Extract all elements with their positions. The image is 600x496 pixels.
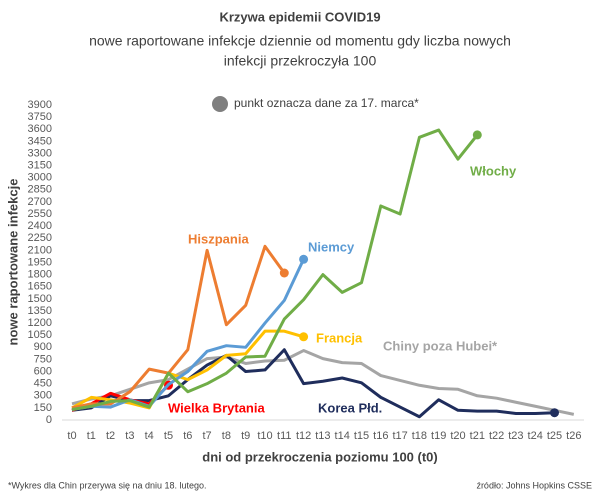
x-tick-label: t9 — [241, 430, 250, 442]
end-marker — [279, 268, 289, 278]
x-tick-label: t15 — [354, 430, 369, 442]
x-tick-label: t4 — [145, 430, 154, 442]
end-marker — [472, 130, 482, 140]
y-tick-label: 1050 — [28, 329, 52, 341]
y-tick-label: 600 — [34, 365, 52, 377]
series-line — [71, 258, 305, 411]
x-tick-label: t14 — [335, 430, 350, 442]
x-tick-label: t21 — [470, 430, 485, 442]
end-marker — [299, 254, 309, 264]
x-tick-label: t10 — [257, 430, 272, 442]
y-tick-label: 750 — [34, 353, 52, 365]
y-tick-label: 300 — [34, 390, 52, 402]
y-tick-label: 900 — [34, 341, 52, 353]
end-marker — [299, 332, 309, 342]
x-tick-label: t11 — [277, 430, 291, 442]
annotation-dot — [212, 96, 228, 112]
y-tick-label: 150 — [34, 402, 52, 414]
y-tick-label: 1950 — [28, 256, 52, 268]
y-tick-label: 1200 — [28, 317, 52, 329]
x-tick-label: t17 — [392, 430, 407, 442]
y-tick-label: 3750 — [28, 111, 52, 123]
y-tick-label: 2550 — [28, 208, 52, 220]
x-tick-label: t0 — [67, 430, 76, 442]
y-tick-label: 1800 — [28, 269, 52, 281]
y-axis-label: nowe raportowane infekcje — [5, 179, 20, 346]
x-tick-label: t24 — [528, 430, 543, 442]
x-tick-label: t22 — [489, 430, 504, 442]
y-tick-label: 3600 — [28, 123, 52, 135]
series-label: Wielka Brytania — [168, 400, 265, 415]
x-tick-label: t16 — [373, 430, 388, 442]
series-label: Niemcy — [308, 239, 355, 254]
chart-subtitle: infekcji przekroczyła 100 — [224, 53, 377, 69]
x-tick-label: t13 — [315, 430, 330, 442]
series-line — [71, 128, 479, 411]
y-tick-label: 2100 — [28, 244, 52, 256]
series-label: Hiszpania — [188, 231, 249, 246]
y-tick-label: 1650 — [28, 281, 52, 293]
x-tick-label: t25 — [547, 430, 562, 442]
y-tick-label: 3300 — [28, 147, 52, 159]
x-tick-label: t26 — [566, 430, 581, 442]
x-tick-label: t23 — [508, 430, 523, 442]
y-tick-label: 3000 — [28, 172, 52, 184]
y-tick-label: 450 — [34, 378, 52, 390]
x-axis-label: dni od przekroczenia poziomu 100 (t0) — [202, 449, 437, 464]
series-label: Korea Płd. — [318, 400, 382, 415]
x-tick-label: t1 — [87, 430, 96, 442]
chart-subtitle: nowe raportowane infekcje dziennie od mo… — [89, 33, 511, 49]
y-tick-label: 3450 — [28, 135, 52, 147]
chart-title: Krzywa epidemii COVID19 — [219, 9, 380, 24]
y-tick-label: 1350 — [28, 305, 52, 317]
series-label: Francja — [316, 330, 363, 345]
source: źródło: Johns Hopkins CSSE — [476, 480, 592, 490]
series-label: Chiny poza Hubei* — [383, 338, 498, 353]
annotation: punkt oznacza dane za 17. marca* — [234, 96, 419, 110]
x-tick-label: t20 — [450, 430, 465, 442]
x-tick-label: t12 — [296, 430, 311, 442]
series-line — [71, 244, 286, 410]
x-tick-label: t6 — [183, 430, 192, 442]
footnote: *Wykres dla Chin przerywa się na dniu 18… — [8, 480, 207, 490]
x-tick-label: t3 — [125, 430, 134, 442]
x-tick-label: t2 — [106, 430, 115, 442]
end-marker — [550, 408, 559, 418]
y-tick-label: 1500 — [28, 293, 52, 305]
y-tick-label: 3900 — [28, 99, 52, 111]
y-tick-label: 2850 — [28, 184, 52, 196]
y-tick-label: 2250 — [28, 232, 52, 244]
x-tick-label: t19 — [431, 430, 446, 442]
y-tick-label: 2700 — [28, 196, 52, 208]
series-label: Włochy — [470, 163, 517, 178]
y-tick-label: 2400 — [28, 220, 52, 232]
series-line — [71, 349, 575, 416]
y-tick-label: 0 — [46, 414, 52, 426]
y-tick-label: 3150 — [28, 159, 52, 171]
x-tick-label: t7 — [203, 430, 212, 442]
x-tick-label: t8 — [222, 430, 231, 442]
x-tick-label: t18 — [412, 430, 427, 442]
x-tick-label: t5 — [164, 430, 173, 442]
series-line — [71, 329, 305, 410]
